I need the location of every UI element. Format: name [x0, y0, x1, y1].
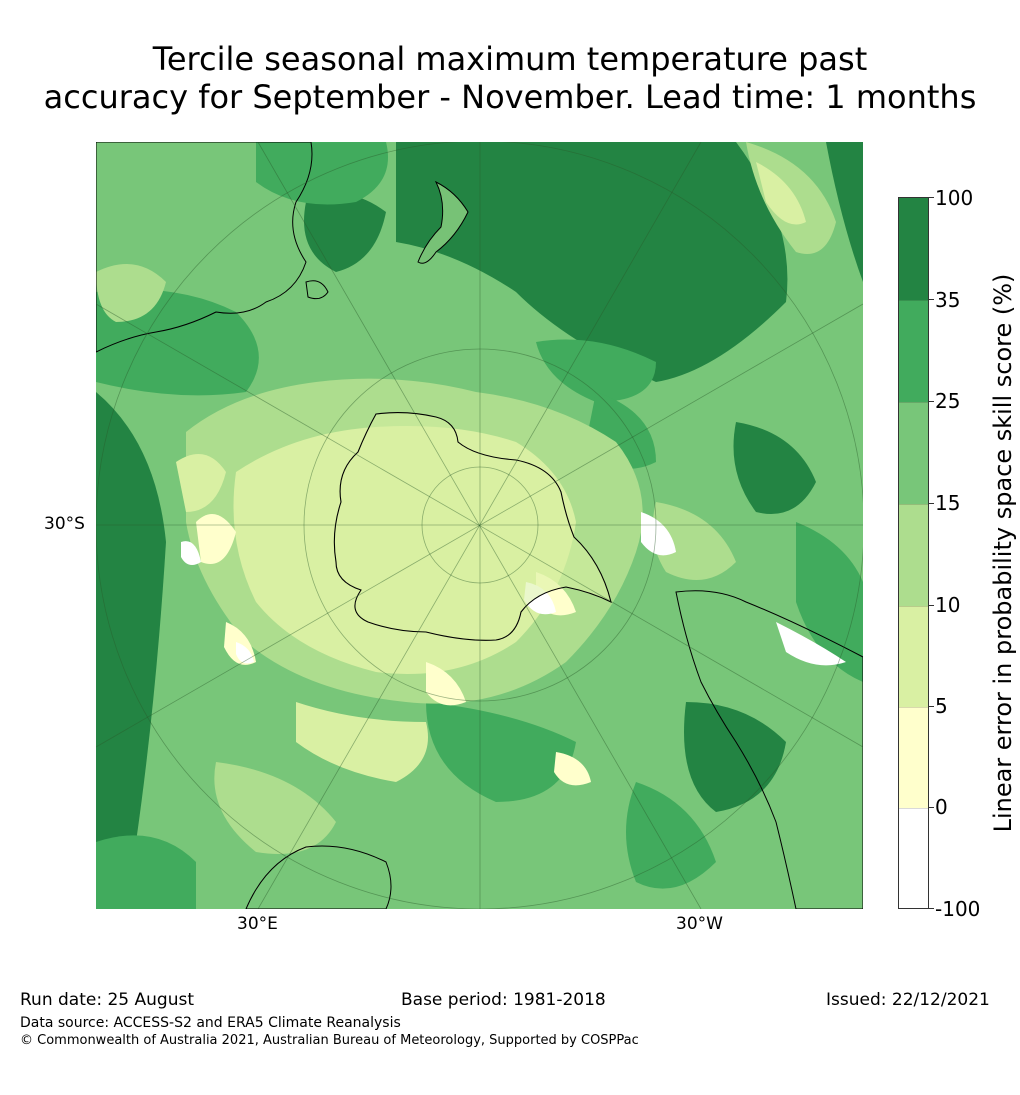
base-period: Base period: 1981-2018	[401, 990, 606, 1010]
map-title-line-2: accuracy for September - November. Lead …	[43, 78, 977, 116]
data-source: Data source: ACCESS-S2 and ERA5 Climate …	[20, 1015, 401, 1031]
colorbar-tick-label: 5	[935, 694, 948, 718]
australia-coastline	[96, 142, 313, 353]
colorbar-tick-mark	[929, 706, 934, 707]
colorbar-tick-label: 15	[935, 491, 961, 515]
tasmania-coastline	[305, 280, 329, 300]
polar-skill-map[interactable]	[96, 142, 863, 909]
colorbar-tick-label: 35	[935, 288, 961, 312]
colorbar	[898, 197, 929, 909]
colorbar-segment-neg100-0	[899, 808, 928, 908]
longitude-label-30e: 30°E	[237, 914, 278, 934]
colorbar-title: Linear error in probability space skill …	[989, 273, 1017, 833]
longitude-label-30w: 30°W	[676, 914, 723, 934]
map-title: Tercile seasonal maximum temperature pas…	[0, 40, 1020, 116]
latitude-label-30s: 30°S	[44, 514, 85, 534]
medium-high-skill-regions	[96, 142, 863, 909]
antarctica-coastline	[333, 411, 612, 641]
run-date: Run date: 25 August	[20, 990, 194, 1010]
map-canvas	[96, 142, 863, 909]
new-zealand-coastline	[417, 180, 469, 264]
africa-coastline	[245, 845, 392, 909]
colorbar-segment-5-10	[899, 606, 928, 707]
colorbar-tick-mark	[929, 197, 934, 198]
high-skill-regions	[96, 142, 863, 862]
no-skill-patches	[196, 514, 591, 786]
copyright-notice: © Commonwealth of Australia 2021, Austra…	[20, 1033, 639, 1048]
colorbar-tick-mark	[929, 401, 934, 402]
issued-date: Issued: 22/12/2021	[826, 990, 990, 1010]
colorbar-segment-10-15	[899, 504, 928, 606]
colorbar-segment-15-25	[899, 402, 928, 504]
colorbar-tick-mark	[929, 299, 934, 300]
colorbar-tick-label: 100	[935, 186, 974, 210]
colorbar-segment-25-35	[899, 300, 928, 402]
colorbar-tick-mark	[929, 908, 934, 909]
colorbar-tick-mark	[929, 807, 934, 808]
colorbar-tick-label: 25	[935, 389, 961, 413]
colorbar-tick-label: -100	[935, 897, 981, 921]
map-title-line-1: Tercile seasonal maximum temperature pas…	[152, 40, 868, 78]
colorbar-tick-label: 10	[935, 593, 961, 617]
south-america-coastline	[675, 590, 863, 909]
colorbar-tick-mark	[929, 503, 934, 504]
graticule	[96, 142, 863, 909]
colorbar-segment-35-100	[899, 198, 928, 300]
colorbar-tick-mark	[929, 605, 934, 606]
colorbar-segment-0-5	[899, 707, 928, 808]
colorbar-tick-label: 0	[935, 795, 948, 819]
